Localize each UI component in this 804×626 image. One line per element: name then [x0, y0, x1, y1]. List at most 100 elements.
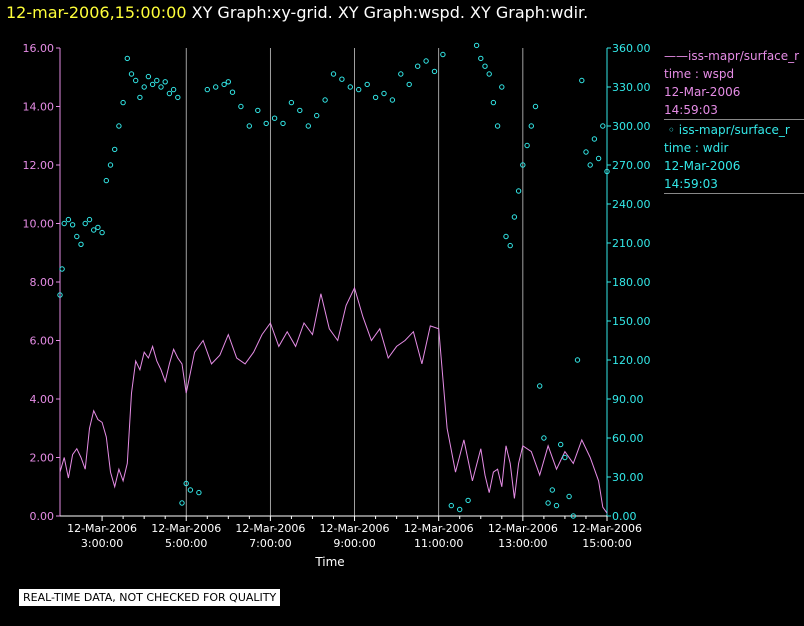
legend-wspd-title: ——iss-mapr/surface_r — [664, 47, 804, 65]
wdir-point — [566, 493, 572, 500]
right-tick-label: 150.00 — [612, 315, 651, 328]
left-tick-label: 12.00 — [23, 159, 55, 172]
wdir-point — [183, 480, 189, 487]
wdir-point — [91, 227, 97, 233]
wdir-point — [545, 500, 551, 506]
wdir-point — [499, 84, 505, 90]
wdir-point — [406, 81, 412, 88]
wdir-point — [57, 292, 63, 298]
wdir-point — [65, 216, 72, 223]
wdir-point — [124, 55, 131, 62]
wdir-point — [600, 123, 606, 129]
wdir-point — [229, 89, 236, 95]
left-tick-label: 2.00 — [30, 452, 55, 465]
legend-wdir-circle-marker: ◦ — [667, 123, 675, 137]
wdir-point — [158, 84, 164, 90]
wdir-point — [482, 63, 488, 69]
legend-entry-wdir: ◦ iss-mapr/surface_r time : wdir 12-Mar-… — [664, 120, 804, 194]
left-tick-label: 14.00 — [23, 101, 55, 114]
wdir-point — [503, 233, 509, 240]
wdir-point — [558, 441, 564, 448]
wdir-point — [440, 51, 446, 58]
legend-entry-wspd: ——iss-mapr/surface_r time : wspd 12-Mar-… — [664, 46, 804, 120]
wdir-point — [591, 136, 598, 142]
header-graph-names: XY Graph:xy-grid. XY Graph:wspd. XY Grap… — [191, 3, 589, 22]
wdir-point — [486, 71, 492, 77]
wdir-point — [583, 149, 589, 155]
x-tick-label-time: 9:00:00 — [333, 537, 375, 550]
wdir-point — [107, 162, 114, 168]
x-tick-label-time: 15:00:00 — [582, 537, 631, 550]
legend-wdir-title: ◦ iss-mapr/surface_r — [664, 121, 804, 139]
wdir-point — [314, 112, 320, 119]
legend-wdir-name: iss-mapr/surface_r — [678, 123, 790, 137]
left-tick-label: 6.00 — [30, 335, 55, 348]
wdir-point — [507, 242, 513, 249]
wdir-point — [149, 81, 156, 88]
wdir-point — [541, 435, 547, 441]
wdir-series — [57, 42, 610, 519]
wdir-point — [465, 497, 471, 504]
wdir-point — [116, 123, 122, 129]
wdir-point — [574, 357, 581, 363]
wspd-line — [59, 286, 608, 514]
wdir-point — [69, 222, 76, 228]
wdir-point — [562, 454, 568, 461]
legend-wspd-line-marker: —— — [664, 49, 688, 63]
right-tick-label: 60.00 — [612, 432, 644, 445]
right-tick-label: 30.00 — [612, 471, 644, 484]
wdir-point — [339, 76, 345, 82]
wdir-point — [141, 84, 147, 90]
wdir-point — [570, 513, 576, 519]
wdir-point — [154, 77, 160, 84]
right-tick-label: 330.00 — [612, 81, 651, 94]
wdir-point — [423, 58, 429, 64]
wdir-point — [61, 220, 67, 227]
wdir-point — [59, 266, 65, 272]
title-bar: 12-mar-2006,15:00:00 XY Graph:xy-grid. X… — [6, 3, 588, 22]
right-tick-label: 270.00 — [612, 159, 651, 172]
wdir-point — [537, 383, 543, 389]
x-tick-label-date: 12-Mar-2006 — [488, 522, 558, 535]
wdir-point — [511, 214, 518, 220]
wdir-point — [553, 502, 560, 509]
quality-disclaimer: REAL-TIME DATA, NOT CHECKED FOR QUALITY — [19, 589, 281, 606]
x-tick-label-date: 12-Mar-2006 — [235, 522, 305, 535]
legend-wspd-date: 12-Mar-2006 — [664, 85, 741, 99]
vertical-gridlines — [185, 48, 524, 516]
right-tick-label: 360.00 — [612, 42, 651, 55]
wdir-point — [204, 86, 211, 93]
wdir-point — [587, 162, 593, 168]
x-tick-label-date: 12-Mar-2006 — [572, 522, 642, 535]
x-axis-label: Time — [314, 555, 344, 569]
wdir-point — [415, 63, 421, 69]
right-tick-label: 180.00 — [612, 276, 651, 289]
wdir-point — [162, 79, 168, 85]
right-tick-label: 0.00 — [612, 510, 637, 523]
wdir-point — [297, 107, 303, 114]
legend-wdir-date: 12-Mar-2006 — [664, 159, 741, 173]
wdir-point — [347, 84, 353, 90]
x-tick-label-time: 13:00:00 — [498, 537, 547, 550]
wdir-point — [356, 86, 362, 93]
right-tick-label: 240.00 — [612, 198, 651, 211]
wdir-point — [145, 73, 152, 80]
wdir-point — [82, 220, 88, 227]
x-tick-label-time: 11:00:00 — [414, 537, 463, 550]
x-tick-label-date: 12-Mar-2006 — [404, 522, 474, 535]
legend-wspd-var: time : wspd — [664, 67, 735, 81]
wdir-point — [175, 94, 181, 101]
wdir-point — [128, 71, 135, 77]
x-tick-label-date: 12-Mar-2006 — [67, 522, 137, 535]
left-tick-label: 4.00 — [30, 393, 55, 406]
wdir-point — [372, 94, 379, 101]
right-tick-label: 120.00 — [612, 354, 651, 367]
wdir-point — [133, 77, 139, 84]
left-tick-label: 8.00 — [30, 276, 55, 289]
wdir-point — [515, 188, 522, 194]
wdir-point — [381, 90, 387, 97]
x-tick-label-time: 5:00:00 — [165, 537, 207, 550]
x-tick-label-time: 3:00:00 — [81, 537, 123, 550]
wdir-point — [255, 107, 261, 114]
x-tick-label-time: 7:00:00 — [249, 537, 291, 550]
